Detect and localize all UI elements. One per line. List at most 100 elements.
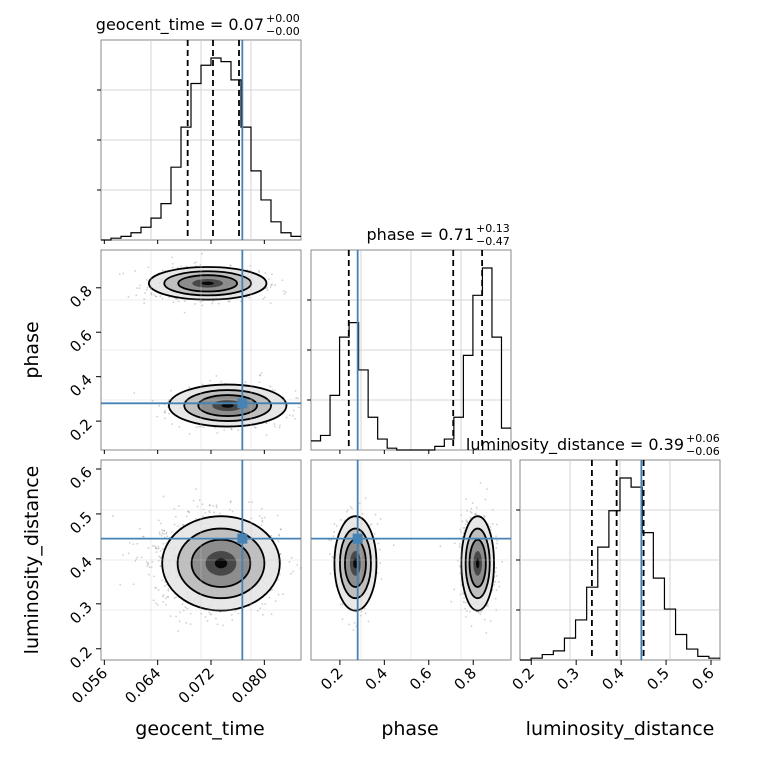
sample-point xyxy=(349,506,352,508)
sample-point xyxy=(153,575,156,578)
sample-point xyxy=(176,525,179,527)
sample-point xyxy=(475,506,478,509)
x-tick-label: 0.6 xyxy=(688,664,718,694)
sample-point xyxy=(463,526,466,529)
sample-point xyxy=(261,517,264,520)
sample-point xyxy=(279,528,282,530)
sample-point xyxy=(264,603,267,605)
sample-point xyxy=(164,417,166,420)
sample-point xyxy=(229,501,232,504)
sample-point xyxy=(379,562,382,564)
sample-point xyxy=(171,256,174,259)
sample-point xyxy=(159,565,162,568)
sample-point xyxy=(165,531,168,534)
sample-point xyxy=(470,507,473,510)
sample-point xyxy=(263,516,266,519)
sample-point xyxy=(208,509,211,512)
contour-line xyxy=(339,527,372,600)
sample-point xyxy=(195,426,198,429)
sample-point xyxy=(248,501,250,504)
sample-point xyxy=(159,549,162,552)
sample-point xyxy=(210,613,213,616)
sample-point xyxy=(463,597,465,599)
sample-point xyxy=(474,512,477,515)
sample-point xyxy=(261,519,264,522)
hist-panel-geocent_time xyxy=(97,39,302,241)
sample-point xyxy=(177,630,180,632)
sample-point xyxy=(501,561,503,563)
sample-point xyxy=(195,261,198,264)
sample-point xyxy=(282,290,285,292)
sample-point xyxy=(266,289,269,292)
sample-point xyxy=(185,515,188,518)
sample-point xyxy=(273,423,276,425)
sample-point xyxy=(147,573,150,576)
contour-line xyxy=(333,515,378,612)
sample-point xyxy=(260,507,263,510)
sample-point xyxy=(480,610,482,613)
panel-content xyxy=(101,250,301,450)
sample-point xyxy=(173,597,176,599)
y-axis-label-phase: phase xyxy=(21,321,43,378)
sample-point xyxy=(498,580,500,583)
title-plus: +0.13 xyxy=(476,222,510,235)
sample-point xyxy=(332,535,335,538)
x-tick-label: 0.8 xyxy=(450,664,480,694)
sample-point xyxy=(462,527,465,529)
sample-point xyxy=(262,297,265,300)
sample-point xyxy=(288,561,291,563)
sample-point xyxy=(215,374,218,377)
sample-point xyxy=(175,298,178,301)
sample-point xyxy=(270,283,272,286)
sample-point xyxy=(167,588,170,591)
sample-point xyxy=(162,495,165,498)
sample-point xyxy=(119,583,122,586)
sample-point xyxy=(262,613,264,616)
sample-point xyxy=(464,607,467,610)
sample-point xyxy=(132,583,135,586)
title-main: luminosity_distance = 0.39 xyxy=(466,435,684,455)
sample-point xyxy=(292,570,294,573)
sample-point xyxy=(291,414,294,417)
sample-point xyxy=(339,603,342,606)
sample-point xyxy=(147,562,149,565)
sample-point xyxy=(258,271,261,273)
x-tick-label: 0.2 xyxy=(508,664,538,694)
truth-marker xyxy=(352,533,363,544)
sample-point xyxy=(486,488,488,491)
title-plus: +0.06 xyxy=(686,432,720,445)
x-tick-label: 0.056 xyxy=(68,664,111,707)
sample-point xyxy=(170,389,172,392)
sample-point xyxy=(269,302,272,305)
sample-point xyxy=(217,302,220,305)
contour-line xyxy=(464,527,491,600)
y-tick-label: 0.6 xyxy=(66,463,96,493)
sample-point xyxy=(259,607,262,610)
sample-point xyxy=(135,558,138,560)
sample-point xyxy=(154,546,157,549)
sample-point xyxy=(202,426,205,429)
sample-point xyxy=(213,511,215,514)
sample-point xyxy=(195,517,197,520)
sample-point xyxy=(279,552,282,555)
sample-point xyxy=(161,547,164,550)
sample-point xyxy=(229,264,232,267)
x-axis-label-geocent-time: geocent_time xyxy=(135,718,264,740)
title-minus: −0.47 xyxy=(476,235,510,248)
hist-panel-luminosity_distance xyxy=(516,459,721,661)
sample-point xyxy=(136,287,138,290)
x-tick-label: 0.072 xyxy=(175,664,218,707)
sample-point xyxy=(212,505,215,508)
y-tick-label: 0.2 xyxy=(66,643,96,673)
sample-point xyxy=(156,548,158,550)
sample-point xyxy=(261,520,264,523)
y-tick-label: 0.4 xyxy=(66,371,96,401)
sample-point xyxy=(258,515,261,517)
sample-point xyxy=(118,273,121,275)
panel-title-luminosity_distance: luminosity_distance = 0.39 +0.06−0.06 xyxy=(466,432,720,458)
sample-point xyxy=(163,529,165,532)
sample-point xyxy=(468,610,471,613)
sample-point xyxy=(175,596,177,599)
sample-point xyxy=(466,610,468,612)
sample-point xyxy=(181,603,184,606)
